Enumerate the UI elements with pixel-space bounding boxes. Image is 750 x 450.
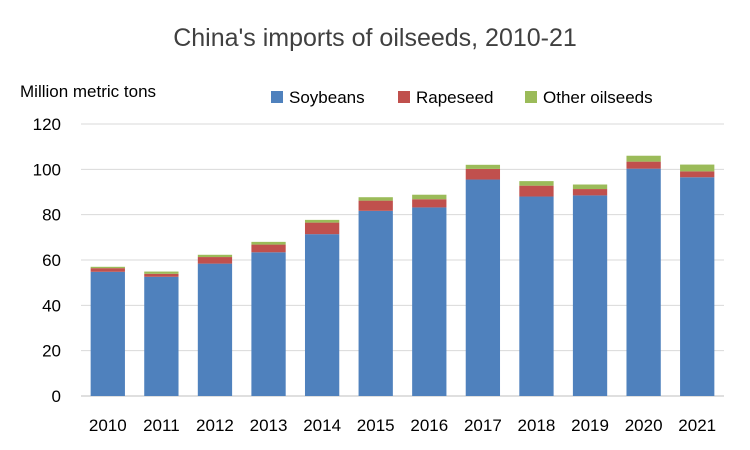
- x-axis-ticks: 2010 2011 2012 2013 2014 2015 2016 2017 2018 2019…: [89, 416, 716, 435]
- legend-label: Other oilseeds: [543, 88, 653, 107]
- bar-soybeans-2014: [304, 234, 340, 396]
- bar-rapeseed-2012: [197, 257, 233, 264]
- legend-swatch-soybeans: [271, 91, 283, 103]
- legend-label: Rapeseed: [416, 88, 494, 107]
- bar-soybeans-2011: [144, 276, 179, 396]
- bar-soybeans-2016: [412, 207, 447, 396]
- bar-soybeans-2015: [358, 210, 393, 396]
- x-tick-label: 2010: [89, 416, 127, 435]
- bar-other-oilseeds-2018: [519, 181, 554, 186]
- x-tick-label: 2016: [410, 416, 448, 435]
- bar-rapeseed-2020: [626, 161, 661, 169]
- bar-rapeseed-2021: [680, 171, 715, 178]
- bars: [90, 155, 715, 396]
- bar-soybeans-2021: [680, 177, 715, 396]
- bar-rapeseed-2015: [358, 200, 393, 211]
- bar-other-oilseeds-2012: [197, 254, 233, 258]
- bar-other-oilseeds-2011: [144, 271, 179, 274]
- x-tick-label: 2017: [464, 416, 502, 435]
- bar-rapeseed-2011: [144, 273, 179, 277]
- bar-rapeseed-2010: [90, 268, 125, 272]
- legend-label: Soybeans: [289, 88, 365, 107]
- legend-swatch-other-oilseeds: [525, 91, 537, 103]
- bar-other-oilseeds-2021: [680, 164, 715, 172]
- y-tick-label: 100: [33, 160, 61, 179]
- y-axis-label: Million metric tons: [20, 82, 156, 101]
- chart-title: China's imports of oilseeds, 2010-21: [173, 24, 577, 52]
- y-tick-label: 40: [42, 296, 61, 315]
- bar-other-oilseeds-2015: [358, 197, 393, 201]
- bar-rapeseed-2016: [412, 199, 447, 208]
- bar-rapeseed-2017: [465, 168, 501, 180]
- bar-rapeseed-2019: [572, 189, 608, 196]
- bar-other-oilseeds-2014: [304, 219, 340, 223]
- x-tick-label: 2012: [196, 416, 234, 435]
- gridlines: [81, 123, 724, 397]
- bar-other-oilseeds-2017: [465, 164, 501, 169]
- y-axis-ticks: 0 20 40 60 80 100 120: [33, 115, 61, 406]
- x-tick-label: 2013: [250, 416, 288, 435]
- y-tick-label: 60: [42, 251, 61, 270]
- x-tick-label: 2014: [303, 416, 341, 435]
- x-tick-label: 2018: [518, 416, 556, 435]
- y-tick-label: 80: [42, 206, 61, 225]
- bar-soybeans-2012: [197, 263, 233, 396]
- y-tick-label: 0: [52, 387, 61, 406]
- legend: Soybeans Rapeseed Other oilseeds: [271, 88, 653, 107]
- bar-other-oilseeds-2010: [90, 266, 125, 269]
- bar-other-oilseeds-2020: [626, 155, 661, 162]
- bar-soybeans-2013: [251, 252, 286, 396]
- bar-soybeans-2010: [90, 271, 125, 396]
- x-tick-label: 2021: [678, 416, 716, 435]
- legend-swatch-rapeseed: [398, 91, 410, 103]
- bar-rapeseed-2018: [519, 185, 554, 197]
- bar-rapeseed-2013: [251, 244, 286, 253]
- bar-other-oilseeds-2013: [251, 241, 286, 245]
- bar-soybeans-2017: [465, 179, 501, 396]
- x-tick-label: 2019: [571, 416, 609, 435]
- bar-other-oilseeds-2016: [412, 194, 447, 200]
- bar-rapeseed-2014: [304, 222, 340, 235]
- x-tick-label: 2011: [143, 416, 180, 435]
- y-tick-label: 20: [42, 342, 61, 361]
- bar-other-oilseeds-2019: [572, 184, 608, 190]
- y-tick-label: 120: [33, 115, 61, 134]
- bar-soybeans-2020: [626, 168, 661, 396]
- bar-soybeans-2018: [519, 196, 554, 396]
- x-tick-label: 2020: [625, 416, 663, 435]
- bar-soybeans-2019: [572, 195, 608, 396]
- x-tick-label: 2015: [357, 416, 395, 435]
